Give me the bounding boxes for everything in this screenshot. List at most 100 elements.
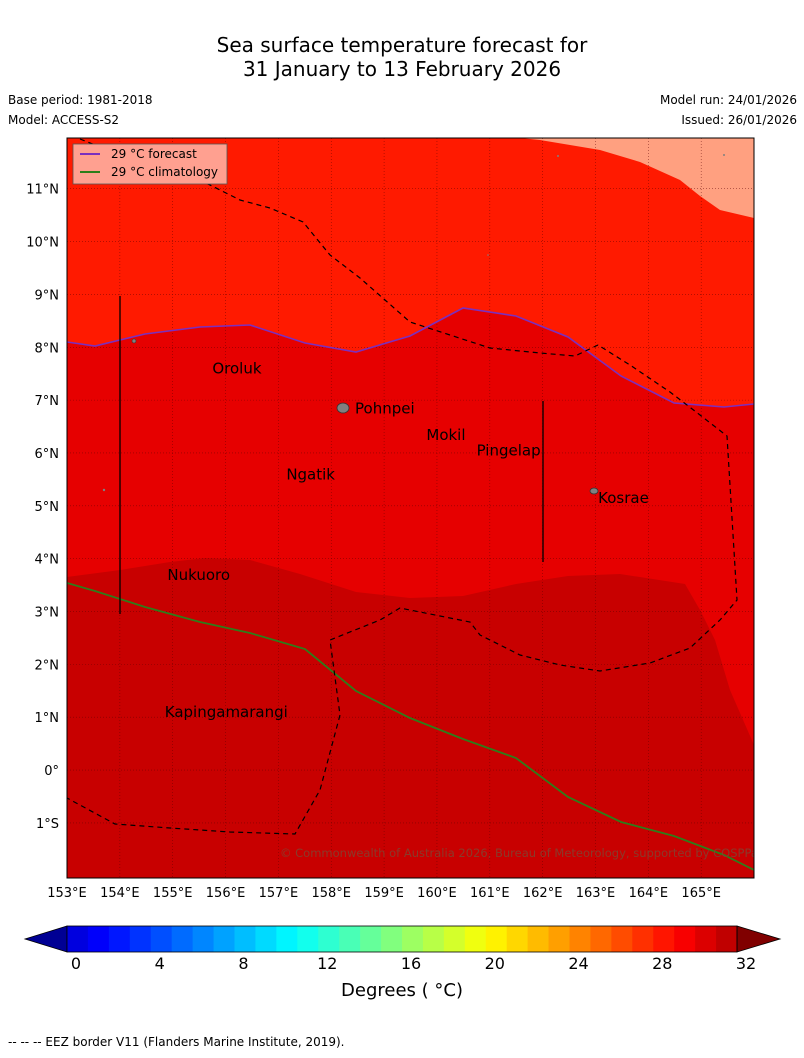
issued-date: Issued: 26/01/2026 <box>681 113 797 127</box>
colorbar-min-arrow <box>23 925 68 953</box>
lon-tick-labels: 153°E 154°E 155°E 156°E 157°E 158°E 159°E 160°E… <box>47 886 721 901</box>
colorbar-swatch <box>653 926 675 952</box>
place-label: Pohnpei <box>355 399 415 417</box>
place-label: Nukuoro <box>167 566 230 584</box>
colorbar-swatch <box>464 926 487 952</box>
map-gridlines <box>67 138 754 878</box>
map-legend: 29 °C forecast 29 °C climatology <box>72 143 228 185</box>
colorbar-tick-label: 20 <box>485 954 505 973</box>
colorbar-swatch <box>150 926 173 952</box>
colorbar-tick-label: 8 <box>238 954 248 973</box>
lon-tick-label: 157°E <box>259 886 299 901</box>
lon-tick-label: 158°E <box>311 886 351 901</box>
lat-tick-label: 9°N <box>35 288 60 303</box>
colorbar-swatch <box>506 926 529 952</box>
lat-tick-label: 1°N <box>35 711 60 726</box>
map-frame <box>66 137 755 879</box>
colorbar-tick-label: 32 <box>736 954 756 973</box>
colorbar-tick-label: 28 <box>652 954 672 973</box>
lat-tick-label: 10°N <box>26 236 59 251</box>
model-name: Model: ACCESS-S2 <box>8 113 120 127</box>
colorbar-swatch <box>527 926 550 952</box>
title-line-2: 31 January to 13 February 2026 <box>242 57 562 81</box>
climatology-29c-contour <box>67 582 754 871</box>
forecast-29c-contour <box>67 307 754 408</box>
colorbar-tick-label: 24 <box>568 954 588 973</box>
lat-tick-label: 11°N <box>26 183 59 198</box>
colorbar-label: Degrees ( °C) <box>341 980 463 1001</box>
place-label: Mokil <box>426 426 465 444</box>
lon-tick-label: 153°E <box>47 886 87 901</box>
lat-tick-label: 3°N <box>35 606 60 621</box>
colorbar-swatch <box>402 926 424 952</box>
colorbar-swatch <box>590 926 612 952</box>
eez-borders <box>67 138 738 835</box>
place-label: Ngatik <box>286 465 335 483</box>
lon-tick-label: 163°E <box>576 886 616 901</box>
lon-tick-label: 155°E <box>153 886 193 901</box>
colorbar-swatch <box>234 926 256 952</box>
colorbar <box>23 925 782 953</box>
place-label: Kosrae <box>598 489 649 507</box>
small-island <box>557 155 559 157</box>
colorbar-tick-label: 16 <box>401 954 421 973</box>
eez-footnote: -- -- -- EEZ border V11 (Flanders Marine… <box>8 1035 345 1049</box>
colorbar-swatch <box>129 926 152 952</box>
colorbar-swatch <box>569 926 591 952</box>
colorbar-swatch <box>339 926 361 952</box>
place-label: Pingelap <box>477 442 541 460</box>
colorbar-swatch <box>422 926 445 952</box>
colorbar-swatch <box>695 926 717 952</box>
colorbar-swatch <box>381 926 403 952</box>
colorbar-swatch <box>485 926 508 952</box>
colorbar-swatch <box>276 926 298 952</box>
colorbar-tick-labels: 0 4 8 12 16 20 24 28 32 <box>71 954 756 973</box>
small-island <box>102 488 106 492</box>
colorbar-frame <box>66 925 738 953</box>
lat-tick-label: 0° <box>44 764 59 779</box>
colorbar-tick-label: 12 <box>317 954 337 973</box>
colorbar-swatch <box>632 926 654 952</box>
colorbar-swatch <box>213 926 235 952</box>
lat-tick-label: 1°S <box>36 817 59 832</box>
lon-tick-label: 162°E <box>523 886 563 901</box>
model-run: Model run: 24/01/2026 <box>659 93 797 107</box>
colorbar-swatch <box>443 926 466 952</box>
kosrae-island <box>589 487 599 495</box>
lon-tick-label: 160°E <box>417 886 457 901</box>
colorbar-swatch <box>318 926 340 952</box>
colorbar-swatch <box>611 926 633 952</box>
pohnpei-island <box>336 402 350 414</box>
colorbar-swatch <box>192 926 215 952</box>
colorbar-swatch <box>67 926 89 952</box>
lat-tick-label: 2°N <box>35 658 60 673</box>
colorbar-swatch <box>548 926 570 952</box>
colorbar-swatch <box>297 926 319 952</box>
lon-tick-label: 165°E <box>681 886 721 901</box>
small-island <box>131 338 137 344</box>
colorbar-swatch <box>171 926 194 952</box>
legend-forecast-label: 29 °C forecast <box>111 147 197 161</box>
colorbar-max-arrow <box>736 925 782 953</box>
colorbar-tick-label: 4 <box>155 954 165 973</box>
lat-tick-label: 5°N <box>35 500 60 515</box>
title-line-1: Sea surface temperature forecast for <box>216 33 588 57</box>
place-labels: Oroluk Pohnpei Mokil Pingelap Ngatik Kosrae Nu… <box>165 360 649 722</box>
lon-tick-label: 161°E <box>470 886 510 901</box>
lat-tick-label: 6°N <box>35 447 60 462</box>
place-label: Kapingamarangi <box>165 703 288 721</box>
colorbar-tick-label: 0 <box>71 954 81 973</box>
lat-tick-label: 4°N <box>35 553 60 568</box>
colorbar-swatch <box>360 926 382 952</box>
place-label: Oroluk <box>212 360 261 378</box>
colorbar-swatch <box>108 926 131 952</box>
copyright-text: © Commonwealth of Australia 2026, Bureau… <box>280 846 764 860</box>
small-island <box>723 154 725 156</box>
sst-map: Oroluk Pohnpei Mokil Pingelap Ngatik Kosrae Nu… <box>23 137 782 973</box>
legend-climatology-label: 29 °C climatology <box>111 165 218 179</box>
sst-band-above-30 <box>520 138 754 218</box>
legend-box <box>72 143 228 185</box>
lat-tick-labels: 11°N 10°N 9°N 8°N 7°N 6°N 5°N 4°N 3°N 2°N 1°N 0° 1°S <box>26 183 59 832</box>
lon-tick-label: 156°E <box>206 886 246 901</box>
lon-tick-label: 154°E <box>100 886 140 901</box>
